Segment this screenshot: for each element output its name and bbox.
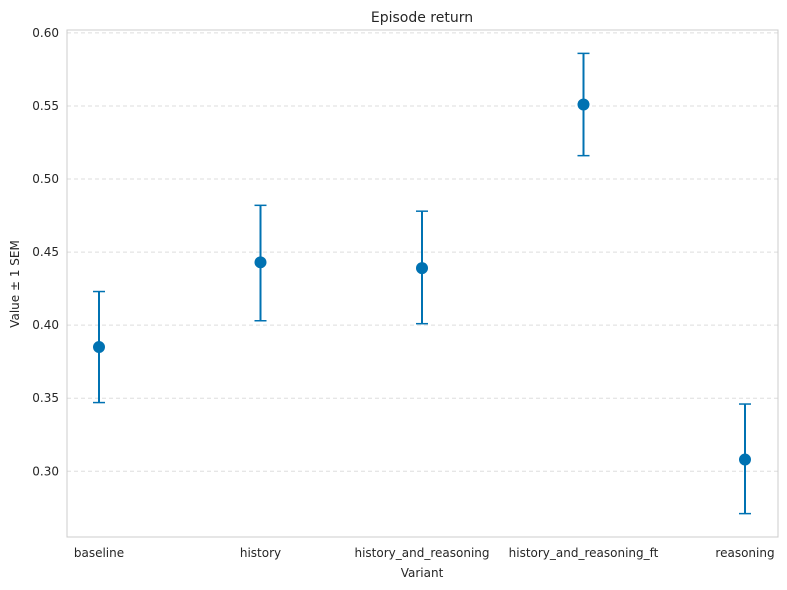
y-tick-label: 0.50 bbox=[32, 172, 59, 186]
y-tick-label: 0.35 bbox=[32, 391, 59, 405]
x-axis-title: Variant bbox=[401, 566, 444, 580]
x-tick-label: baseline bbox=[74, 546, 124, 560]
y-axis-ticks: 0.30 0.35 0.40 0.45 0.50 0.55 0.60 bbox=[32, 26, 59, 478]
y-axis-title: Value ± 1 SEM bbox=[8, 240, 22, 328]
x-tick-label: history_and_reasoning_ft bbox=[509, 546, 659, 560]
y-tick-label: 0.30 bbox=[32, 464, 59, 478]
data-point bbox=[739, 453, 751, 466]
chart-title: Episode return bbox=[371, 10, 473, 26]
y-tick-label: 0.55 bbox=[32, 99, 59, 113]
x-tick-label: history bbox=[240, 546, 281, 560]
y-tick-label: 0.40 bbox=[32, 318, 59, 332]
data-point bbox=[416, 262, 428, 275]
plot-area-frame bbox=[66, 29, 779, 538]
x-axis-ticks: baseline history history_and_reasoning hist… bbox=[74, 546, 775, 560]
x-tick-label: history_and_reasoning bbox=[354, 546, 489, 560]
data-marks bbox=[93, 52, 751, 515]
y-tick-label: 0.45 bbox=[32, 245, 59, 259]
data-point bbox=[254, 256, 267, 269]
y-tick-label: 0.60 bbox=[32, 26, 59, 40]
x-tick-label: reasoning bbox=[715, 546, 774, 560]
data-point bbox=[93, 341, 105, 354]
data-point bbox=[577, 98, 590, 111]
